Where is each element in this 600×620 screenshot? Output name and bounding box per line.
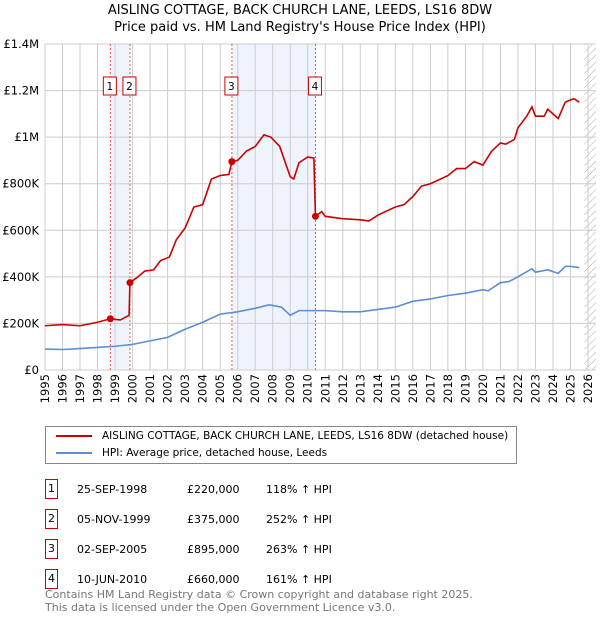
x-tick-label: 2012 (336, 374, 350, 403)
x-tick-label: 2024 (546, 374, 560, 403)
sale-marker-label: 4 (312, 81, 319, 93)
x-tick-label: 2020 (476, 374, 490, 403)
sale-hpi-change: 118% ↑ HPI (266, 483, 332, 496)
y-tick-label: £1M (14, 130, 39, 144)
sale-price: £220,000 (187, 483, 240, 496)
x-tick-label: 2014 (371, 374, 385, 403)
sale-marker-label: 2 (126, 81, 133, 93)
x-tick-label: 2010 (301, 374, 315, 403)
line-chart: 1995 1996 1997 1998 1999 2000 2001 2002 2003 2004… (2, 37, 596, 403)
x-tick-label: 2004 (196, 374, 210, 403)
x-tick-label: 2026 (581, 374, 595, 403)
x-tick-label: 1997 (73, 374, 87, 403)
y-tick-label: £200K (2, 316, 39, 330)
sale-point (126, 279, 134, 287)
x-tick-label: 2023 (528, 374, 542, 403)
sale-price: £895,000 (187, 543, 240, 556)
sale-point (311, 212, 319, 220)
footer-line1: Contains HM Land Registry data © Crown c… (45, 588, 473, 601)
y-tick-label: £800K (2, 177, 39, 191)
x-tick-label: 2002 (161, 374, 175, 403)
sale-marker-box (122, 76, 137, 96)
x-tick-label: 2015 (388, 374, 402, 403)
x-tick-label: 2016 (406, 374, 420, 403)
footer-line2: This data is licensed under the Open Gov… (45, 601, 396, 614)
x-tick-label: 2018 (441, 374, 455, 403)
x-tick-label: 2003 (178, 374, 192, 403)
legend-swatch-red (56, 435, 92, 437)
chart-title: AISLING COTTAGE, BACK CHURCH LANE, LEEDS… (107, 3, 493, 18)
sale-marker-label: 3 (228, 81, 235, 93)
x-tick-label: 2000 (126, 374, 140, 403)
legend-label: AISLING COTTAGE, BACK CHURCH LANE, LEEDS… (102, 430, 509, 442)
legend-label: HPI: Average price, detached house, Leed… (102, 447, 328, 459)
x-tick-label: 2006 (231, 374, 245, 403)
y-tick-label: £600K (2, 223, 39, 237)
footer: Contains HM Land Registry data © Crown c… (45, 588, 473, 614)
sale-period-shade (231, 44, 316, 370)
x-tick-label: 2008 (266, 374, 280, 403)
y-tick-label: £1.2M (3, 84, 39, 98)
sale-date: 02-SEP-2005 (77, 543, 148, 556)
x-tick-label: 1996 (56, 374, 70, 403)
x-tick-label: 2009 (283, 374, 297, 403)
x-tick-label: 1998 (91, 374, 105, 403)
sale-number: 1 (45, 479, 58, 499)
x-tick-label: 1995 (38, 374, 52, 403)
x-tick-label: 2022 (511, 374, 525, 403)
sale-hpi-change: 161% ↑ HPI (266, 573, 332, 586)
x-tick-label: 2019 (458, 374, 472, 403)
series-line (44, 265, 580, 351)
sale-marker-label: 1 (106, 81, 113, 93)
sale-point (228, 158, 236, 166)
sale-marker-box (102, 76, 117, 96)
sale-price: £375,000 (187, 513, 240, 526)
x-tick-label: 2005 (213, 374, 227, 403)
sale-number: 4 (45, 569, 58, 589)
sale-hpi-change: 252% ↑ HPI (266, 513, 332, 526)
sale-marker-box (307, 76, 322, 96)
legend-item-hpi: HPI: Average price, detached house, Leed… (56, 447, 327, 459)
x-tick-label: 2001 (143, 374, 157, 403)
sale-hpi-change: 263% ↑ HPI (266, 543, 332, 556)
x-tick-label: 2025 (563, 374, 577, 403)
sale-price: £660,000 (187, 573, 240, 586)
x-tick-label: 1999 (108, 374, 122, 403)
sale-date: 10-JUN-2010 (77, 573, 148, 586)
x-tick-label: 2011 (318, 374, 332, 403)
legend-item-property: AISLING COTTAGE, BACK CHURCH LANE, LEEDS… (56, 430, 508, 442)
sale-marker-box (224, 76, 239, 96)
x-tick-label: 2007 (248, 374, 262, 403)
x-tick-label: 2021 (493, 374, 507, 403)
y-tick-label: £0 (24, 363, 39, 377)
forecast-hatch (584, 44, 596, 370)
sale-point (106, 315, 114, 323)
y-tick-label: £1.4M (3, 37, 39, 51)
legend: AISLING COTTAGE, BACK CHURCH LANE, LEEDS… (45, 426, 517, 464)
sale-date: 05-NOV-1999 (77, 513, 151, 526)
y-tick-label: £400K (2, 270, 39, 284)
x-tick-label: 2017 (423, 374, 437, 403)
sale-date: 25-SEP-1998 (77, 483, 148, 496)
sale-number: 2 (45, 509, 58, 529)
legend-swatch-blue (56, 452, 92, 454)
chart-subtitle: Price paid vs. HM Land Registry's House … (114, 20, 486, 35)
sale-number: 3 (45, 539, 58, 559)
x-tick-label: 2013 (353, 374, 367, 403)
